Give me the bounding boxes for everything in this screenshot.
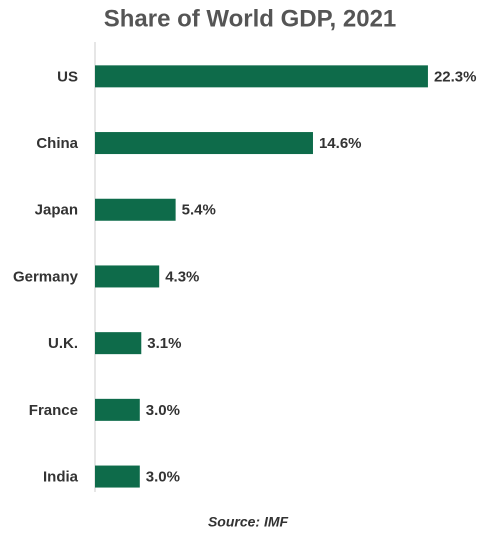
category-label: India bbox=[43, 469, 79, 486]
bar bbox=[95, 132, 313, 155]
category-label: Japan bbox=[35, 202, 78, 219]
bar bbox=[95, 265, 160, 288]
bar bbox=[95, 198, 176, 221]
category-label: China bbox=[36, 135, 78, 152]
bar bbox=[95, 398, 140, 421]
bar bbox=[95, 465, 140, 488]
category-label: U.K. bbox=[48, 335, 78, 352]
category-label: France bbox=[29, 402, 78, 419]
value-label: 5.4% bbox=[182, 202, 216, 219]
value-label: 3.1% bbox=[147, 335, 181, 352]
category-label: US bbox=[57, 68, 78, 85]
bar bbox=[95, 65, 428, 88]
value-label: 4.3% bbox=[165, 268, 199, 285]
value-label: 3.0% bbox=[146, 402, 180, 419]
bar bbox=[95, 332, 142, 355]
chart-title: Share of World GDP, 2021 bbox=[104, 5, 397, 32]
category-label: Germany bbox=[13, 268, 79, 285]
value-label: 22.3% bbox=[434, 68, 477, 85]
value-label: 3.0% bbox=[146, 469, 180, 486]
source-note: Source: IMF bbox=[208, 514, 289, 530]
value-label: 14.6% bbox=[319, 135, 362, 152]
